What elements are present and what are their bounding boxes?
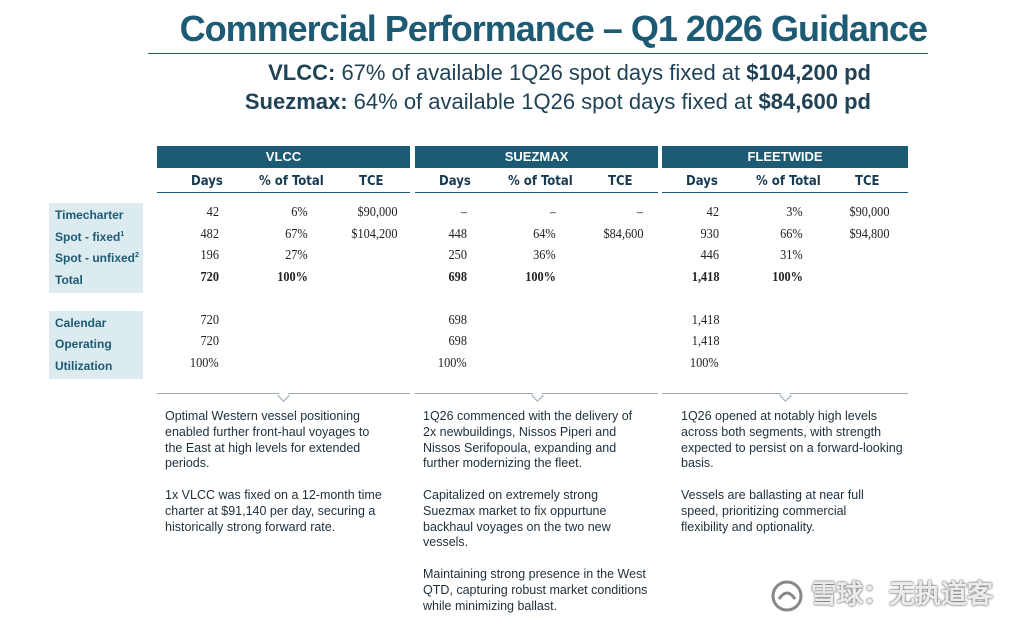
suezmax-spot-fixed-days: 448 [448,227,467,242]
row-label-spot-fixed: Spot - fixed1 [55,230,124,244]
subtitle-vlcc: VLCC: 67% of available 1Q26 spot days fi… [268,60,871,86]
row-label-total: Total [55,273,83,287]
suezmax-commentary-1: 1Q26 commenced with the delivery of 2x n… [423,409,633,471]
caret-down-icon [531,389,544,402]
subtitle-suezmax: Suezmax: 64% of available 1Q26 spot days… [245,89,871,115]
group-header-suezmax: SUEZMAX [415,146,658,168]
suezmax-timecharter-tce: – [636,205,643,220]
vlcc-spot-unfixed-pct: 27% [285,248,308,263]
col-pct-vlcc: % of Total [259,174,324,189]
suezmax-spot-unfixed-pct: 36% [533,248,556,263]
col-days-fleetwide: Days [686,174,718,189]
footnote-1: 1 [120,231,125,238]
group-header-vlcc: VLCC [157,146,410,168]
header-rule-fleetwide [662,192,908,193]
fleetwide-calendar: 1,418 [691,313,719,328]
suezmax-total-pct: 100% [525,270,556,285]
suezmax-commentary-2: Capitalized on extremely strong Suezmax … [423,488,611,550]
caret-down-icon [779,389,792,402]
suezmax-calendar: 698 [448,313,467,328]
header-rule-vlcc [157,192,410,193]
fleetwide-timecharter-days: 42 [706,205,719,220]
vlcc-commentary-1: Optimal Western vessel positioning enabl… [165,409,370,471]
vlcc-timecharter-pct: 6% [291,205,308,220]
subtitle-vlcc-label: VLCC: [268,60,336,85]
suezmax-timecharter-pct: – [549,205,556,220]
header-rule-suezmax [415,192,658,193]
row-labels-box-top [49,203,143,293]
subtitle-vlcc-text: 67% of available 1Q26 spot days fixed at [335,60,747,85]
fleetwide-total-pct: 100% [772,270,803,285]
row-label-spot-unfixed-text: Spot - unfixed [55,251,135,265]
caret-down-icon [277,389,290,402]
title-rule [148,53,928,54]
fleetwide-spot-fixed-days: 930 [700,227,719,242]
vlcc-total-pct: 100% [277,270,308,285]
suezmax-total-days: 698 [448,270,467,285]
suezmax-commentary-3: Maintaining strong presence in the West … [423,567,648,613]
suezmax-spot-fixed-tce: $84,600 [602,227,643,242]
col-days-vlcc: Days [191,174,223,189]
group-header-fleetwide: FLEETWIDE [662,146,908,168]
subtitle-suezmax-label: Suezmax: [244,89,348,114]
subtitle-suezmax-text: 64% of available 1Q26 spot days fixed at [347,89,759,114]
fleetwide-timecharter-tce: $90,000 [848,205,889,220]
row-label-calendar: Calendar [55,316,107,330]
fleetwide-total-days: 1,418 [691,270,719,285]
vlcc-spot-fixed-days: 482 [200,227,219,242]
fleetwide-timecharter-pct: 3% [786,205,803,220]
watermark-text: 雪球：无执道客 [810,579,993,609]
vlcc-spot-fixed-tce: $104,200 [350,227,397,242]
footnote-2: 2 [135,252,139,259]
fleetwide-commentary-1: 1Q26 opened at notably high levels acros… [681,409,903,471]
vlcc-calendar: 720 [200,313,219,328]
subtitle-vlcc-value: $104,200 pd [746,60,871,85]
vlcc-utilization: 100% [190,356,219,371]
suezmax-operating: 698 [448,334,467,349]
col-pct-fleetwide: % of Total [756,174,821,189]
col-tce-vlcc: TCE [359,174,384,189]
vlcc-spot-fixed-pct: 67% [285,227,308,242]
vlcc-timecharter-days: 42 [206,205,219,220]
fleetwide-spot-fixed-tce: $94,800 [848,227,889,242]
fleetwide-utilization: 100% [690,356,719,371]
fleetwide-spot-fixed-pct: 66% [780,227,803,242]
row-label-timecharter: Timecharter [55,208,124,222]
col-tce-fleetwide: TCE [855,174,880,189]
fleetwide-spot-unfixed-pct: 31% [780,248,803,263]
vlcc-timecharter-tce: $90,000 [356,205,397,220]
suezmax-utilization: 100% [438,356,467,371]
col-days-suezmax: Days [439,174,471,189]
row-labels-box-bottom [49,311,143,379]
fleetwide-spot-unfixed-days: 446 [700,248,719,263]
col-tce-suezmax: TCE [608,174,633,189]
vlcc-commentary-2: 1x VLCC was fixed on a 12-month time cha… [165,488,382,534]
fleetwide-operating: 1,418 [691,334,719,349]
suezmax-timecharter-days: – [460,205,467,220]
subtitle-suezmax-value: $84,600 pd [758,89,871,114]
row-label-spot-fixed-text: Spot - fixed [55,230,121,244]
row-label-utilization: Utilization [55,359,113,373]
suezmax-spot-unfixed-days: 250 [448,248,467,263]
vlcc-total-days: 720 [200,270,219,285]
fleetwide-commentary-2: Vessels are ballasting at near full spee… [681,488,864,534]
snowball-logo-icon [771,580,803,612]
vlcc-spot-unfixed-days: 196 [200,248,219,263]
col-pct-suezmax: % of Total [508,174,573,189]
watermark: 雪球：无执道客 [770,574,993,613]
vlcc-operating: 720 [200,334,219,349]
page-title: Commercial Performance – Q1 2026 Guidanc… [179,8,928,49]
row-label-operating: Operating [55,337,112,351]
row-label-spot-unfixed: Spot - unfixed2 [55,251,139,265]
suezmax-spot-fixed-pct: 64% [533,227,556,242]
